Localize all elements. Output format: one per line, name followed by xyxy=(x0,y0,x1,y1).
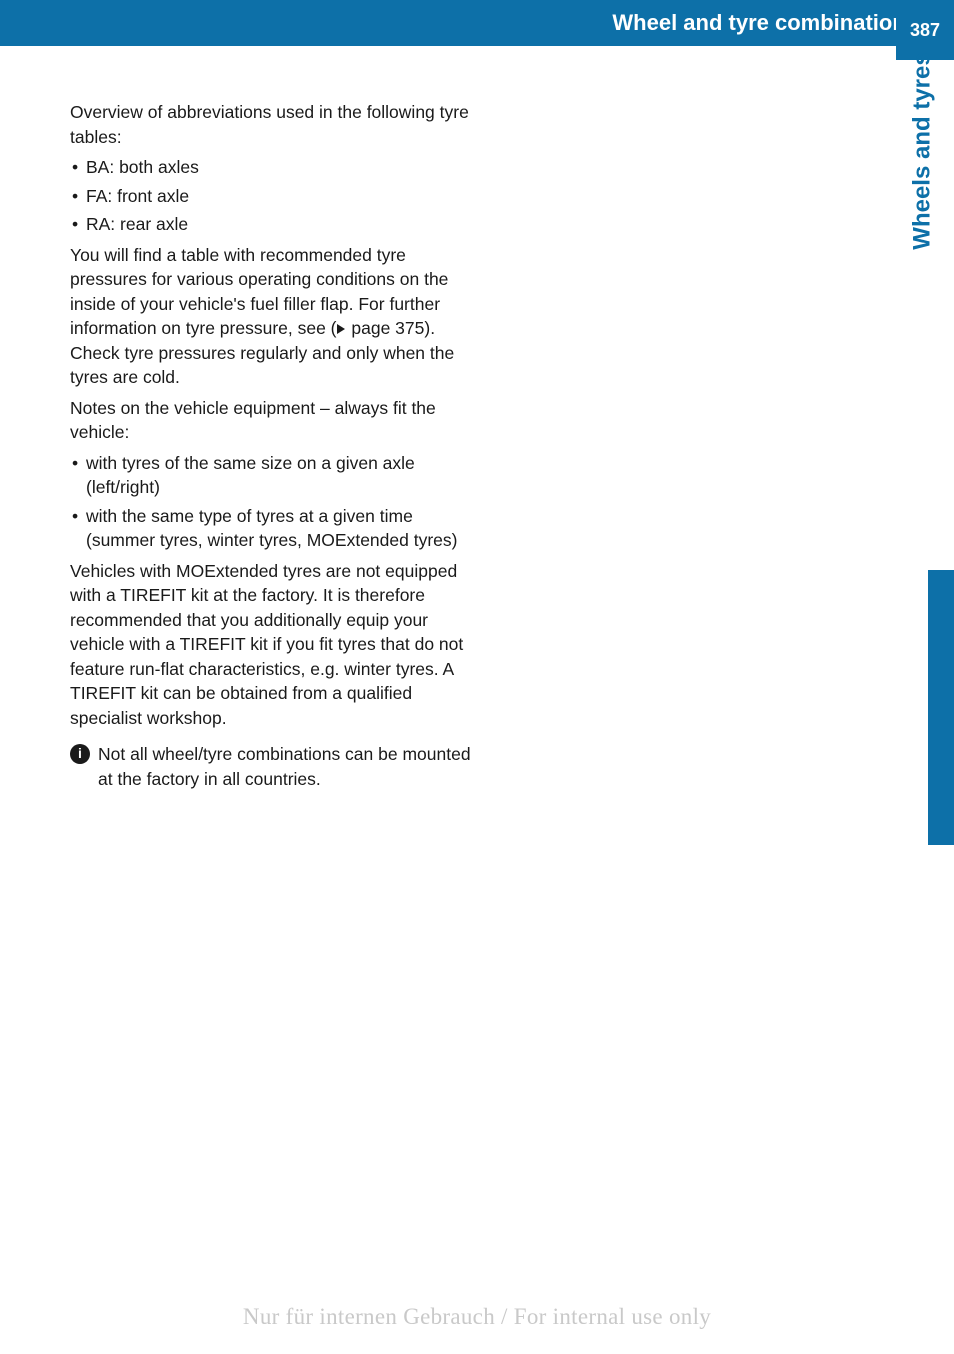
body-content: Overview of abbreviations used in the fo… xyxy=(70,100,483,791)
list-item: FA: front axle xyxy=(70,184,483,209)
header-title: Wheel and tyre combinations xyxy=(612,10,918,36)
info-icon: i xyxy=(70,744,90,764)
page-number: 387 xyxy=(910,20,940,41)
watermark-text: Nur für internen Gebrauch / For internal… xyxy=(0,1304,954,1330)
moextended-paragraph: Vehicles with MOExtended tyres are not e… xyxy=(70,559,483,731)
list-item: with tyres of the same size on a given a… xyxy=(70,451,483,500)
info-note-text: Not all wheel/tyre combinations can be m… xyxy=(98,742,483,791)
notes-list: with tyres of the same size on a given a… xyxy=(70,451,483,553)
page-ref-icon xyxy=(337,324,345,334)
page-number-box: 387 xyxy=(896,0,954,60)
intro-paragraph: Overview of abbreviations used in the fo… xyxy=(70,100,483,149)
list-item: RA: rear axle xyxy=(70,212,483,237)
side-tab-label: Wheels and tyres xyxy=(908,52,936,249)
side-tab xyxy=(914,570,954,845)
pressure-paragraph: You will find a table with recommended t… xyxy=(70,243,483,390)
notes-paragraph: Notes on the vehicle equipment – always … xyxy=(70,396,483,445)
header-blue-strip: Wheel and tyre combinations xyxy=(0,0,932,46)
header-bar: Wheel and tyre combinations 387 xyxy=(0,0,954,46)
list-item: BA: both axles xyxy=(70,155,483,180)
list-item: with the same type of tyres at a given t… xyxy=(70,504,483,553)
side-tab-bar xyxy=(928,570,954,845)
abbreviation-list: BA: both axles FA: front axle RA: rear a… xyxy=(70,155,483,237)
info-note-row: i Not all wheel/tyre combinations can be… xyxy=(70,742,483,791)
